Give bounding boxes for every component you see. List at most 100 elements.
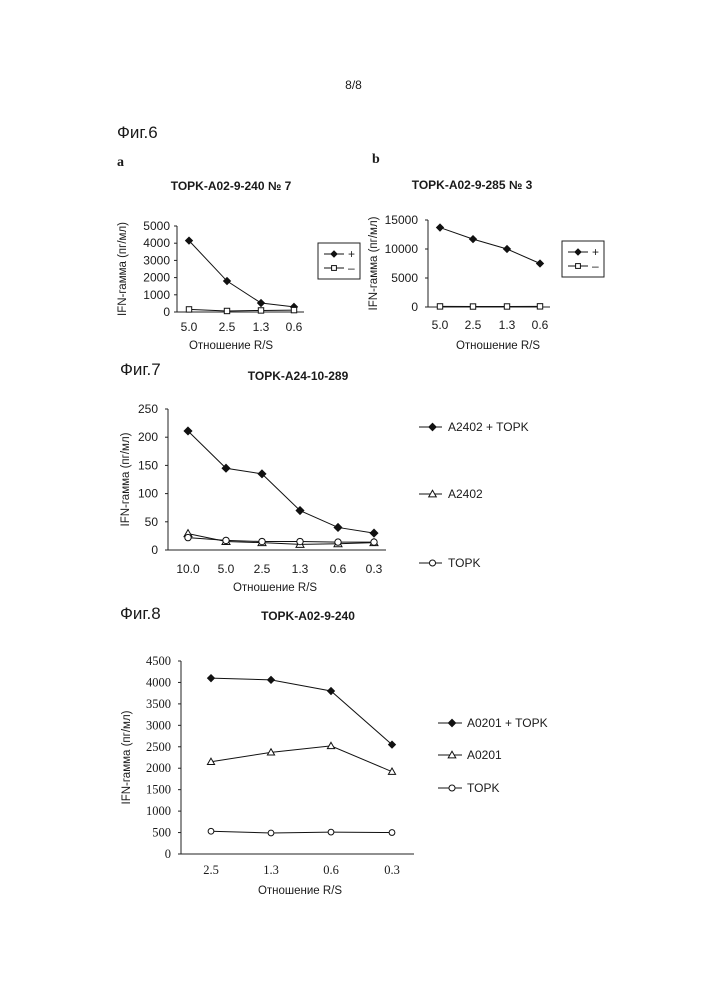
- x-axis-title: Отношение R/S: [456, 340, 540, 352]
- data-point: [504, 304, 509, 309]
- series-line-1: [189, 309, 294, 311]
- data-point: [371, 539, 377, 545]
- legend-label: –: [592, 259, 599, 273]
- data-point: [328, 829, 334, 835]
- data-point: [335, 539, 341, 545]
- y-tick-label: 1000: [146, 804, 171, 818]
- data-point: [537, 304, 542, 309]
- data-point: [436, 224, 443, 231]
- y-tick-label: 0: [163, 305, 170, 319]
- data-point: [388, 768, 395, 774]
- x-tick-label: 0.3: [384, 863, 400, 877]
- chart-fig6a: TOPK-A02-9-240 № 7 0 1000 2000 3000 4000 5000 5…: [117, 179, 360, 352]
- legend-label: A2402 + TOPK: [448, 420, 529, 434]
- data-point: [291, 307, 296, 312]
- y-tick-label: 1000: [143, 288, 170, 302]
- data-point: [185, 534, 191, 540]
- y-tick-label: 500: [152, 826, 171, 840]
- series-line-0: [211, 678, 392, 744]
- x-tick-label: 2.5: [254, 562, 271, 576]
- data-point: [334, 523, 342, 531]
- chart-title: TOPK-A02-9-285 № 3: [412, 178, 533, 192]
- y-tick-label: 100: [138, 487, 158, 501]
- data-point: [224, 308, 229, 313]
- y-tick-label: 4000: [143, 236, 170, 250]
- x-tick-label: 0.6: [323, 863, 339, 877]
- legend-marker: [429, 423, 437, 431]
- legend-label: TOPK: [467, 781, 499, 795]
- data-point: [259, 538, 265, 544]
- x-tick-label: 2.5: [203, 863, 219, 877]
- x-tick-label: 0.6: [532, 318, 549, 332]
- y-axis-title: IFN-гамма (пг/мл): [368, 216, 380, 310]
- x-tick-label: 1.3: [263, 863, 279, 877]
- y-tick-label: 3000: [143, 253, 170, 267]
- data-point: [186, 307, 191, 312]
- legend-marker: [449, 785, 455, 791]
- x-tick-label: 0.6: [286, 320, 303, 334]
- y-tick-label: 5000: [391, 271, 418, 285]
- y-tick-label: 0: [165, 847, 171, 861]
- chart-title: TOPK-A02-9-240: [261, 609, 355, 623]
- chart-fig7: TOPK-A24-10-28905010015020025010.05.02.5…: [120, 369, 529, 594]
- x-tick-label: 5.0: [218, 562, 235, 576]
- y-tick-label: 0: [411, 300, 418, 314]
- data-point: [389, 830, 395, 836]
- legend-marker: [332, 266, 337, 271]
- x-tick-label: 5.0: [432, 318, 449, 332]
- y-tick-label: 4500: [146, 654, 171, 668]
- y-tick-label: 3000: [146, 718, 171, 732]
- y-tick-label: 15000: [385, 213, 419, 227]
- x-tick-label: 0.6: [330, 562, 347, 576]
- x-tick-label: 0.3: [366, 562, 383, 576]
- y-tick-label: 150: [138, 458, 158, 472]
- chart-title: TOPK-A02-9-240 № 7: [171, 179, 292, 193]
- series-line-1: [211, 746, 392, 772]
- series-line-1: [188, 534, 374, 545]
- y-axis-title: IFN-гамма (пг/мл): [120, 432, 132, 526]
- y-tick-label: 0: [151, 543, 158, 557]
- x-tick-label: 1.3: [253, 320, 270, 334]
- y-tick-label: 2000: [146, 761, 171, 775]
- y-tick-label: 2500: [146, 740, 171, 754]
- data-point: [470, 304, 475, 309]
- data-point: [267, 676, 274, 683]
- x-tick-label: 2.5: [465, 318, 482, 332]
- chart-fig6b: TOPK-A02-9-285 № 3 0 5000 10000 15000 5.0 2.5 1…: [368, 178, 604, 352]
- chart-fig8: TOPK-A02-9-24005001000150020002500300035…: [121, 609, 548, 897]
- y-axis-title: IFN-гамма (пг/мл): [121, 710, 133, 804]
- legend-label: +: [348, 247, 355, 261]
- series-line-2: [188, 538, 374, 543]
- data-point: [469, 236, 476, 243]
- x-tick-label: 5.0: [181, 320, 198, 334]
- data-point: [258, 308, 263, 313]
- x-axis-title: Отношение R/S: [189, 340, 273, 352]
- x-tick-label: 1.3: [499, 318, 516, 332]
- data-point: [223, 537, 229, 543]
- series-line-2: [211, 831, 392, 833]
- y-tick-label: 10000: [385, 242, 419, 256]
- y-tick-label: 4000: [146, 675, 171, 689]
- series-line-0: [189, 241, 294, 307]
- y-tick-label: 2000: [143, 271, 170, 285]
- series-line-0: [188, 431, 374, 533]
- x-axis-title: Отношение R/S: [233, 582, 317, 594]
- data-point: [297, 538, 303, 544]
- y-tick-label: 5000: [143, 219, 170, 233]
- data-point: [327, 742, 334, 748]
- data-point: [257, 299, 264, 306]
- legend-marker: [448, 719, 456, 727]
- x-tick-label: 1.3: [292, 562, 309, 576]
- x-axis-title: Отношение R/S: [258, 885, 342, 897]
- data-point: [437, 304, 442, 309]
- data-point: [503, 245, 510, 252]
- y-axis-title: IFN-гамма (пг/мл): [117, 222, 129, 316]
- series-line-0: [440, 228, 540, 264]
- legend-label: +: [592, 245, 599, 259]
- legend-marker: [576, 264, 581, 269]
- legend-label: A0201: [467, 748, 502, 762]
- x-tick-label: 10.0: [176, 562, 200, 576]
- x-tick-label: 2.5: [219, 320, 236, 334]
- legend-label: A2402: [448, 487, 483, 501]
